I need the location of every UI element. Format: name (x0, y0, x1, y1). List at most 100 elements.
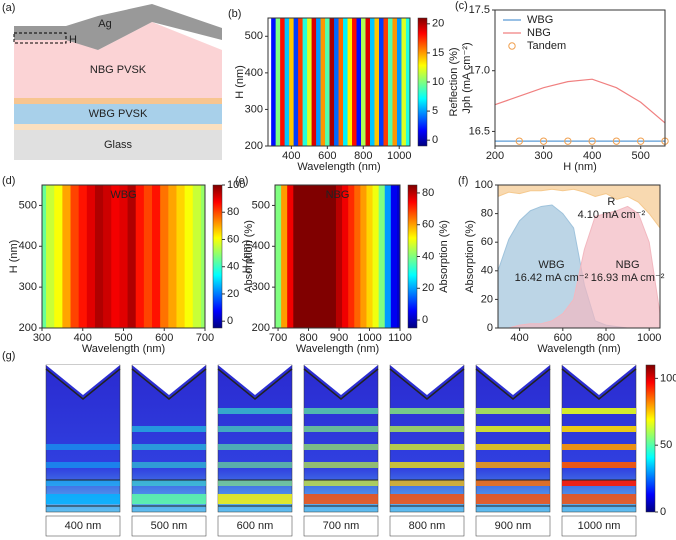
colorbar (417, 17, 428, 147)
wavelength-label: 900 nm (495, 520, 532, 532)
field-band (46, 480, 120, 486)
area-value: 4.10 mA cm⁻² (578, 209, 646, 221)
x-tick-label: 400 (510, 332, 528, 344)
field-band (390, 408, 464, 414)
x-tick-label: 800 (597, 332, 615, 344)
panel-label: (g) (2, 350, 15, 362)
label-box (389, 515, 465, 537)
x-tick-label: 1000 (387, 150, 411, 162)
area-name: NBG (616, 259, 640, 271)
colorbar-tick-label: 100 (227, 179, 245, 191)
y-tick-label: 17.0 (469, 65, 490, 77)
heat-cell (396, 185, 400, 328)
legend-label: WBG (527, 14, 553, 26)
field-band (476, 426, 550, 432)
heat-cell (347, 18, 353, 146)
field-band (562, 426, 636, 432)
heat-cell (293, 18, 299, 146)
y-tick-label: 500 (19, 199, 37, 211)
heat-cell (360, 185, 367, 328)
y-tick-label: 200 (252, 322, 270, 334)
y-tick-label: 0 (487, 322, 493, 334)
field-hot (46, 494, 120, 504)
wavelength-label: 1000 nm (578, 520, 621, 532)
panel-label: (f) (458, 175, 468, 187)
heat-cell (293, 185, 300, 328)
colorbar-tick-label: 0 (227, 315, 233, 327)
heat-cell (370, 18, 375, 146)
label-box (217, 515, 293, 537)
colorbar-tick-label: 60 (227, 233, 239, 245)
legend-key (508, 42, 516, 50)
field-band (132, 462, 206, 468)
field-band (476, 444, 550, 450)
heat-cell (365, 18, 371, 146)
annotation: WBG (110, 189, 136, 201)
heat-cell (62, 185, 72, 328)
ag-edge (389, 368, 465, 400)
ag-edge (217, 368, 293, 400)
field-band (46, 444, 120, 450)
heat-cell (335, 185, 343, 328)
plot-area (275, 185, 400, 328)
plot-frame (267, 17, 411, 147)
x-axis-label: H (nm) (563, 161, 597, 173)
field-hot (304, 494, 378, 504)
notch (46, 365, 120, 395)
x-tick-label: 300 (534, 150, 552, 162)
notch (390, 365, 464, 395)
ag-edge (303, 368, 379, 400)
heat-cell (342, 185, 349, 328)
y-tick-label: 500 (252, 199, 270, 211)
label-box (475, 515, 551, 537)
glass (14, 130, 222, 160)
colorbar-tick-label: 40 (227, 261, 239, 273)
x-tick-label: 1100 (388, 332, 412, 344)
notch (304, 365, 378, 395)
field-band (218, 408, 292, 414)
x-tick-label: 800 (354, 150, 372, 162)
y-tick-label: 300 (245, 103, 263, 115)
heat-cell (361, 18, 367, 146)
layer-label: Ag (98, 18, 111, 30)
heat-cell (348, 185, 355, 328)
field-band (562, 480, 636, 486)
y-tick-label: 300 (19, 281, 37, 293)
heat-cell (396, 18, 402, 146)
legend-label: Tandem (527, 40, 566, 52)
colorbar-tick-label: 20 (432, 18, 444, 30)
plot-frame (494, 9, 666, 147)
colorbar-tick-label: 5 (432, 105, 438, 117)
wavelength-label: 700 nm (323, 520, 360, 532)
x-axis-label: Wavelength (nm) (82, 343, 165, 355)
heat-cell (86, 185, 96, 328)
heat-cell (325, 18, 331, 146)
colorbar-tick-label: 0 (660, 506, 666, 518)
x-axis-label: Wavelength (nm) (537, 343, 620, 355)
heat-cell (316, 18, 322, 146)
label-box (303, 515, 379, 537)
area-value: 16.42 mA cm⁻² (515, 272, 589, 284)
colorbar (645, 364, 656, 513)
heat-cell (372, 185, 380, 328)
heat-cell (94, 185, 104, 328)
colorbar-label: Absorption (%) (438, 220, 450, 293)
y-tick-label: 40 (481, 265, 493, 277)
heat-cell (280, 18, 286, 146)
x-tick-label: 400 (583, 150, 601, 162)
area (498, 205, 660, 328)
wavelength-label: 800 nm (409, 520, 446, 532)
field-band (390, 444, 464, 450)
colorbar-tick-label: 40 (422, 250, 434, 262)
colorbar-tick-label: 100 (660, 372, 676, 384)
colorbar-tick-label: 20 (422, 282, 434, 294)
heat-cell (135, 185, 145, 328)
field-band (218, 444, 292, 450)
field-band (476, 480, 550, 486)
field-hot (218, 494, 292, 504)
heat-cell (271, 18, 277, 146)
layer-label: Glass (104, 139, 133, 151)
annotation: NBG (326, 189, 350, 201)
plot-area (498, 185, 660, 328)
x-tick-label: 200 (486, 150, 504, 162)
